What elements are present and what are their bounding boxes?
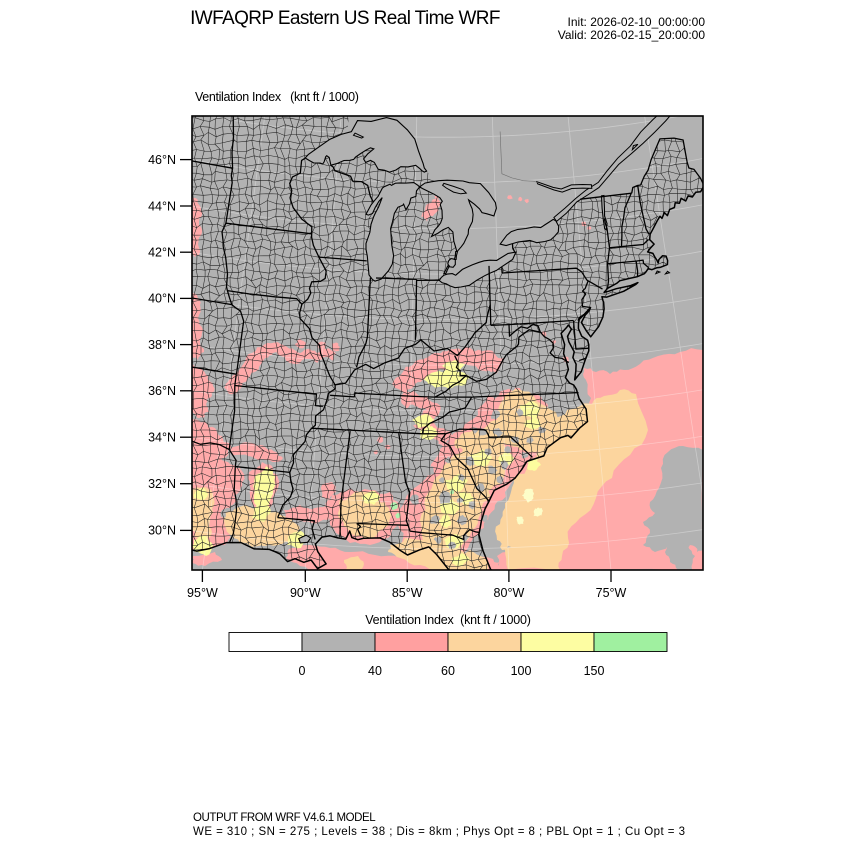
svg-text:95°W: 95°W — [187, 586, 218, 600]
svg-text:32°N: 32°N — [148, 477, 176, 491]
svg-text:40: 40 — [368, 664, 382, 678]
svg-text:36°N: 36°N — [148, 384, 176, 398]
svg-text:85°W: 85°W — [392, 586, 423, 600]
svg-text:0: 0 — [299, 664, 306, 678]
svg-text:44°N: 44°N — [148, 199, 176, 213]
svg-text:75°W: 75°W — [596, 586, 627, 600]
svg-text:38°N: 38°N — [148, 338, 176, 352]
svg-text:42°N: 42°N — [148, 246, 176, 260]
svg-text:40°N: 40°N — [148, 292, 176, 306]
svg-text:60: 60 — [441, 664, 455, 678]
svg-text:90°W: 90°W — [290, 586, 321, 600]
svg-text:46°N: 46°N — [148, 153, 176, 167]
svg-text:Ventilation Index (knt ft / 1: Ventilation Index (knt ft / 1000) — [365, 613, 531, 627]
svg-text:100: 100 — [511, 664, 532, 678]
svg-text:80°W: 80°W — [494, 586, 525, 600]
svg-text:30°N: 30°N — [148, 524, 176, 538]
svg-text:150: 150 — [584, 664, 605, 678]
svg-text:34°N: 34°N — [148, 431, 176, 445]
